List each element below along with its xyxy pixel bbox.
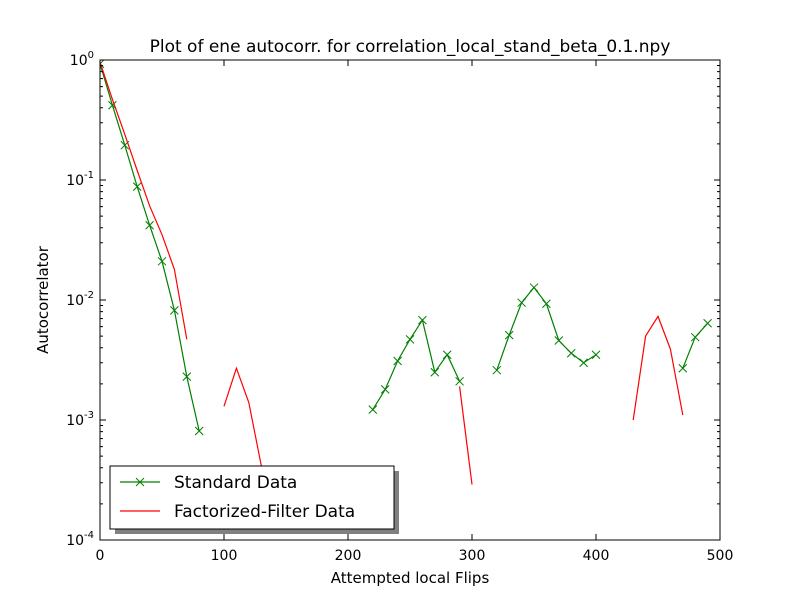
y-axis-label: Autocorrelator	[34, 245, 52, 354]
series-0-point	[579, 358, 588, 368]
legend-box	[109, 465, 395, 530]
series-0-point	[517, 298, 526, 308]
series-0-point	[405, 334, 415, 344]
y-tick-label: 10-2	[66, 290, 94, 309]
series-0	[100, 60, 712, 436]
series-0-point	[145, 220, 154, 230]
series-0-point	[442, 350, 452, 360]
series-0-point	[418, 315, 427, 325]
series-0-point	[393, 356, 402, 366]
series-0-point	[504, 330, 514, 340]
series-1-segment-0	[100, 61, 188, 340]
chart-title: Plot of ene autocorr. for correlation_lo…	[150, 37, 671, 57]
x-tick-label: 300	[459, 548, 486, 564]
x-tick-labels: 0 100 200 300 400 500	[96, 548, 734, 564]
series-0-point	[182, 372, 192, 381]
x-tick-label: 200	[335, 548, 362, 564]
y-tick-label: 10-1	[66, 170, 94, 189]
series-0-point	[542, 299, 551, 309]
x-tick-label: 400	[583, 548, 610, 564]
series-1-segment-3	[632, 315, 684, 421]
y-tick-labels: 100 10-1 10-2 10-3 10-4	[66, 50, 94, 549]
series-0-point	[455, 376, 464, 386]
series-0-point	[430, 367, 440, 377]
series-layer	[100, 60, 712, 500]
legend-factorized-label: Factorized-Filter Data	[174, 502, 355, 522]
legend: Standard Data Factorized-Filter Data	[109, 465, 399, 534]
series-0-point	[157, 256, 167, 266]
legend-standard-label: Standard Data	[174, 473, 297, 493]
series-1-segment-2	[459, 386, 473, 485]
series-0-point	[132, 182, 142, 192]
series-0-point	[554, 336, 564, 345]
series-0-point	[100, 60, 105, 69]
series-0-point	[678, 363, 688, 373]
series-0-point	[529, 283, 539, 292]
series-0-point	[566, 348, 576, 358]
legend-standard-marker	[135, 477, 145, 487]
ticks-layer	[99, 59, 721, 541]
series-0-point	[170, 305, 179, 315]
series-0-segment-1	[372, 318, 461, 410]
x-tick-label: 100	[211, 548, 238, 564]
series-0-point	[703, 318, 712, 328]
x-tick-label: 0	[96, 548, 105, 564]
y-tick-label: 10-4	[66, 530, 94, 549]
y-tick-label: 10-3	[66, 410, 94, 429]
y-tick-label: 100	[70, 50, 94, 69]
series-0-point	[380, 385, 390, 394]
series-0-point	[194, 426, 204, 436]
series-0-point	[368, 405, 378, 414]
series-0-point	[690, 332, 700, 342]
series-0-point	[492, 365, 502, 375]
x-axis-label: Attempted local Flips	[331, 569, 490, 587]
series-0-point	[591, 350, 601, 360]
x-tick-label: 500	[707, 548, 734, 564]
